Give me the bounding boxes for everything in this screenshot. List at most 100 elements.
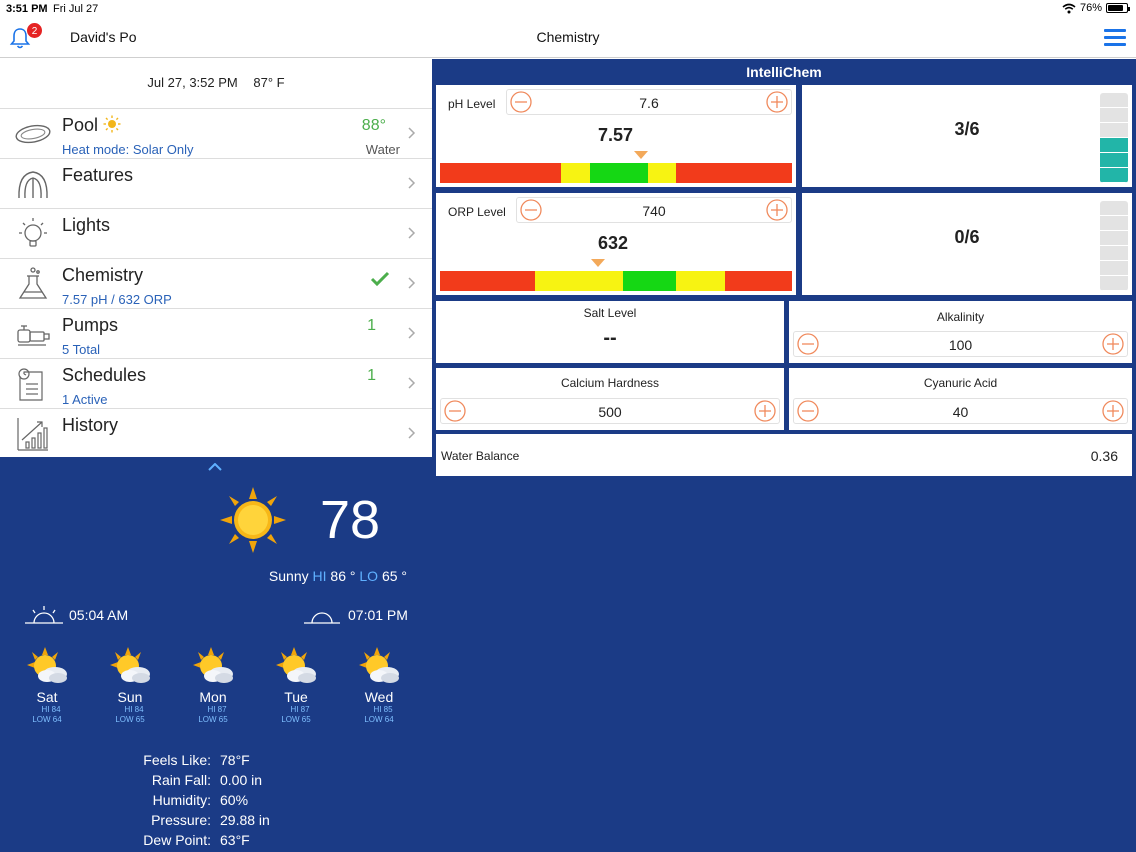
detail-label: Humidity: (152, 792, 211, 808)
notification-badge[interactable]: 2 (26, 22, 43, 39)
left-panel: Jul 27, 3:52 PM 87° F Pool Heat mode: So… (0, 59, 432, 852)
tank-segment (1100, 231, 1128, 246)
alkalinity-card: Alkalinity 100 (789, 301, 1132, 363)
light-bulb-icon (19, 218, 47, 247)
menu-item-lights-label: Lights (62, 215, 111, 235)
forecast-day-1: Sun HI 84 LOW 65 (100, 647, 160, 725)
plus-circle-icon[interactable] (754, 400, 776, 422)
menu-item-features[interactable]: Features (0, 159, 432, 209)
alkalinity-stepper: 100 (793, 331, 1128, 357)
scale-red-low (440, 163, 562, 183)
battery-percent: 76% (1079, 2, 1102, 14)
sunny-icon (220, 487, 286, 553)
minus-circle-icon[interactable] (797, 400, 819, 422)
ph-setpoint-value: 7.6 (639, 95, 659, 111)
menu-item-chemistry[interactable]: Chemistry 7.57 pH / 632 ORP (0, 259, 432, 309)
forecast-day-3: Tue HI 87 LOW 65 (266, 647, 326, 725)
forecast-day-2: Mon HI 87 LOW 65 (183, 647, 243, 725)
forecast-lo: LOW 64 (32, 715, 62, 724)
water-balance-card: Water Balance 0.36 (436, 434, 1132, 476)
detail-label: Feels Like: (143, 752, 211, 768)
menu-item-schedules-active: 1 Active (62, 392, 108, 407)
plus-circle-icon[interactable] (1102, 400, 1124, 422)
menu-item-pool[interactable]: Pool Heat mode: Solar Only 88° Water (0, 109, 432, 159)
tank-segment (1100, 261, 1128, 276)
detail-value: 60% (220, 792, 249, 808)
menu-item-chemistry-label: Chemistry (62, 265, 144, 285)
minus-circle-icon[interactable] (520, 199, 542, 221)
partly-sunny-icon (110, 647, 150, 683)
weather-summary: Sunny HI 86 ° LO 65 ° (269, 568, 407, 584)
chevron-right-icon (408, 427, 416, 439)
schedule-icon (18, 368, 43, 401)
lo-label: LO (359, 568, 379, 584)
partly-sunny-icon (27, 647, 67, 683)
hamburger-menu-icon[interactable] (1104, 29, 1126, 47)
menu-item-features-label: Features (62, 165, 134, 185)
ph-setpoint-stepper: 7.6 (506, 89, 792, 115)
minus-circle-icon[interactable] (797, 333, 819, 355)
battery-fill (1108, 5, 1124, 11)
menu-item-pool-heat-mode: Heat mode: Solar Only (62, 142, 194, 157)
sunset-icon (304, 612, 340, 624)
history-chart-icon (17, 418, 48, 451)
menu-item-pool-label: Pool (62, 115, 121, 136)
weather-panel: 78 Sunny HI 86 ° LO 65 ° 05:04 AM 07:01 … (0, 457, 432, 852)
forecast-hi: HI 87 (207, 705, 227, 714)
ph-tank-level: 3/6 (954, 119, 980, 139)
menu-item-schedules-label: Schedules (62, 365, 147, 385)
scale-green (589, 163, 648, 183)
forecast-hi: HI 84 (41, 705, 61, 714)
forecast-lo: LOW 65 (281, 715, 311, 724)
tank-segment (1100, 153, 1128, 168)
orp-reading: 632 (598, 233, 629, 253)
flask-icon (18, 267, 48, 299)
detail-label: Rain Fall: (151, 772, 211, 788)
detail-label: Pressure: (151, 812, 211, 828)
detail-value: 63°F (220, 832, 250, 848)
summary-bar: Jul 27, 3:52 PM 87° F (0, 59, 432, 109)
forecast-lo: LOW 64 (364, 715, 394, 724)
alkalinity-value: 100 (948, 337, 973, 353)
scale-yellow-low (561, 163, 590, 183)
forecast-day-label: Tue (284, 689, 308, 705)
detail-row: Humidity: 60% (0, 792, 432, 812)
pump-icon (17, 325, 50, 346)
calcium-hardness-value: 500 (598, 404, 622, 420)
scale-red-low (440, 271, 536, 291)
tank-segment (1100, 138, 1128, 153)
menu-item-schedules[interactable]: Schedules 1 Active 1 (0, 359, 432, 409)
pool-water-temp: 88° (361, 117, 386, 134)
partly-sunny-icon (276, 647, 316, 683)
page-title: Chemistry (536, 29, 600, 45)
forecast-hi: HI 85 (373, 705, 393, 714)
ph-reading: 7.57 (598, 125, 634, 145)
plus-circle-icon[interactable] (766, 91, 788, 113)
ph-reading-marker (634, 151, 648, 159)
wifi-icon (1062, 3, 1076, 13)
chevron-right-icon (408, 277, 416, 289)
orp-reading-marker (591, 259, 605, 267)
bell-icon[interactable] (8, 26, 32, 50)
water-balance-value: 0.36 (1090, 448, 1118, 464)
detail-value: 29.88 in (220, 812, 270, 828)
orp-level-label: ORP Level (448, 205, 506, 219)
cyanuric-acid-card: Cyanuric Acid 40 (789, 368, 1132, 430)
detail-row: Pressure: 29.88 in (0, 812, 432, 832)
intellichem-panel: IntelliChem pH Level 7.6 7.57 3/6 ORP Le… (432, 59, 1136, 852)
minus-circle-icon[interactable] (510, 91, 532, 113)
chevron-up-icon[interactable] (208, 463, 222, 471)
menu-item-pumps[interactable]: Pumps 5 Total 1 (0, 309, 432, 359)
hi-label: HI (312, 568, 327, 584)
menu-item-history[interactable]: History (0, 409, 432, 459)
minus-circle-icon[interactable] (444, 400, 466, 422)
menu-item-lights[interactable]: Lights (0, 209, 432, 259)
salt-level-label: Salt Level (583, 306, 637, 320)
pool-icon (15, 124, 51, 144)
menu-item-chemistry-summary: 7.57 pH / 632 ORP (62, 292, 172, 307)
plus-circle-icon[interactable] (766, 199, 788, 221)
schedules-count: 1 (367, 367, 376, 384)
orp-scale-bar (440, 271, 792, 291)
forecast-day-0: Sat HI 84 LOW 64 (17, 647, 77, 725)
plus-circle-icon[interactable] (1102, 333, 1124, 355)
